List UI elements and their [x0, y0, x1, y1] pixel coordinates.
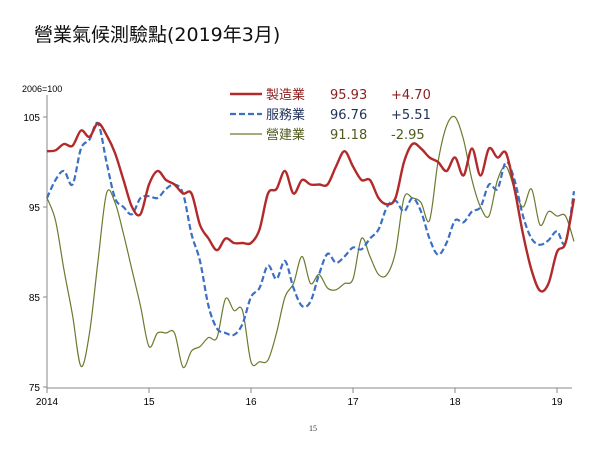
legend-change: -2.95: [391, 128, 425, 143]
unit-label: 2006=100: [22, 84, 63, 94]
legend-change: +4.70: [391, 88, 431, 103]
x-tick-label: 16: [245, 397, 257, 408]
x-tick-label: 17: [347, 397, 359, 408]
x-tick-label: 15: [143, 397, 155, 408]
y-tick-label: 85: [29, 293, 41, 304]
y-tick-label: 105: [23, 113, 40, 124]
legend-name: 營建業: [266, 127, 305, 143]
legend-latest: 95.93: [330, 88, 367, 103]
legend-latest: 96.76: [330, 108, 367, 123]
page-title: 營業氣候測驗點(2019年3月): [34, 24, 281, 46]
x-tick-label: 2014: [36, 397, 59, 408]
series-line-2: [46, 115, 575, 369]
legend-change: +5.51: [391, 108, 431, 123]
series-line-0: [46, 122, 576, 293]
x-tick-label: 19: [551, 397, 563, 408]
legend-name: 服務業: [266, 107, 305, 123]
page-number: 15: [309, 424, 317, 433]
legend-latest: 91.18: [330, 128, 367, 143]
x-tick-label: 18: [449, 397, 461, 408]
y-tick-label: 75: [29, 383, 41, 394]
legend-name: 製造業: [266, 87, 305, 103]
y-tick-label: 95: [29, 203, 41, 214]
